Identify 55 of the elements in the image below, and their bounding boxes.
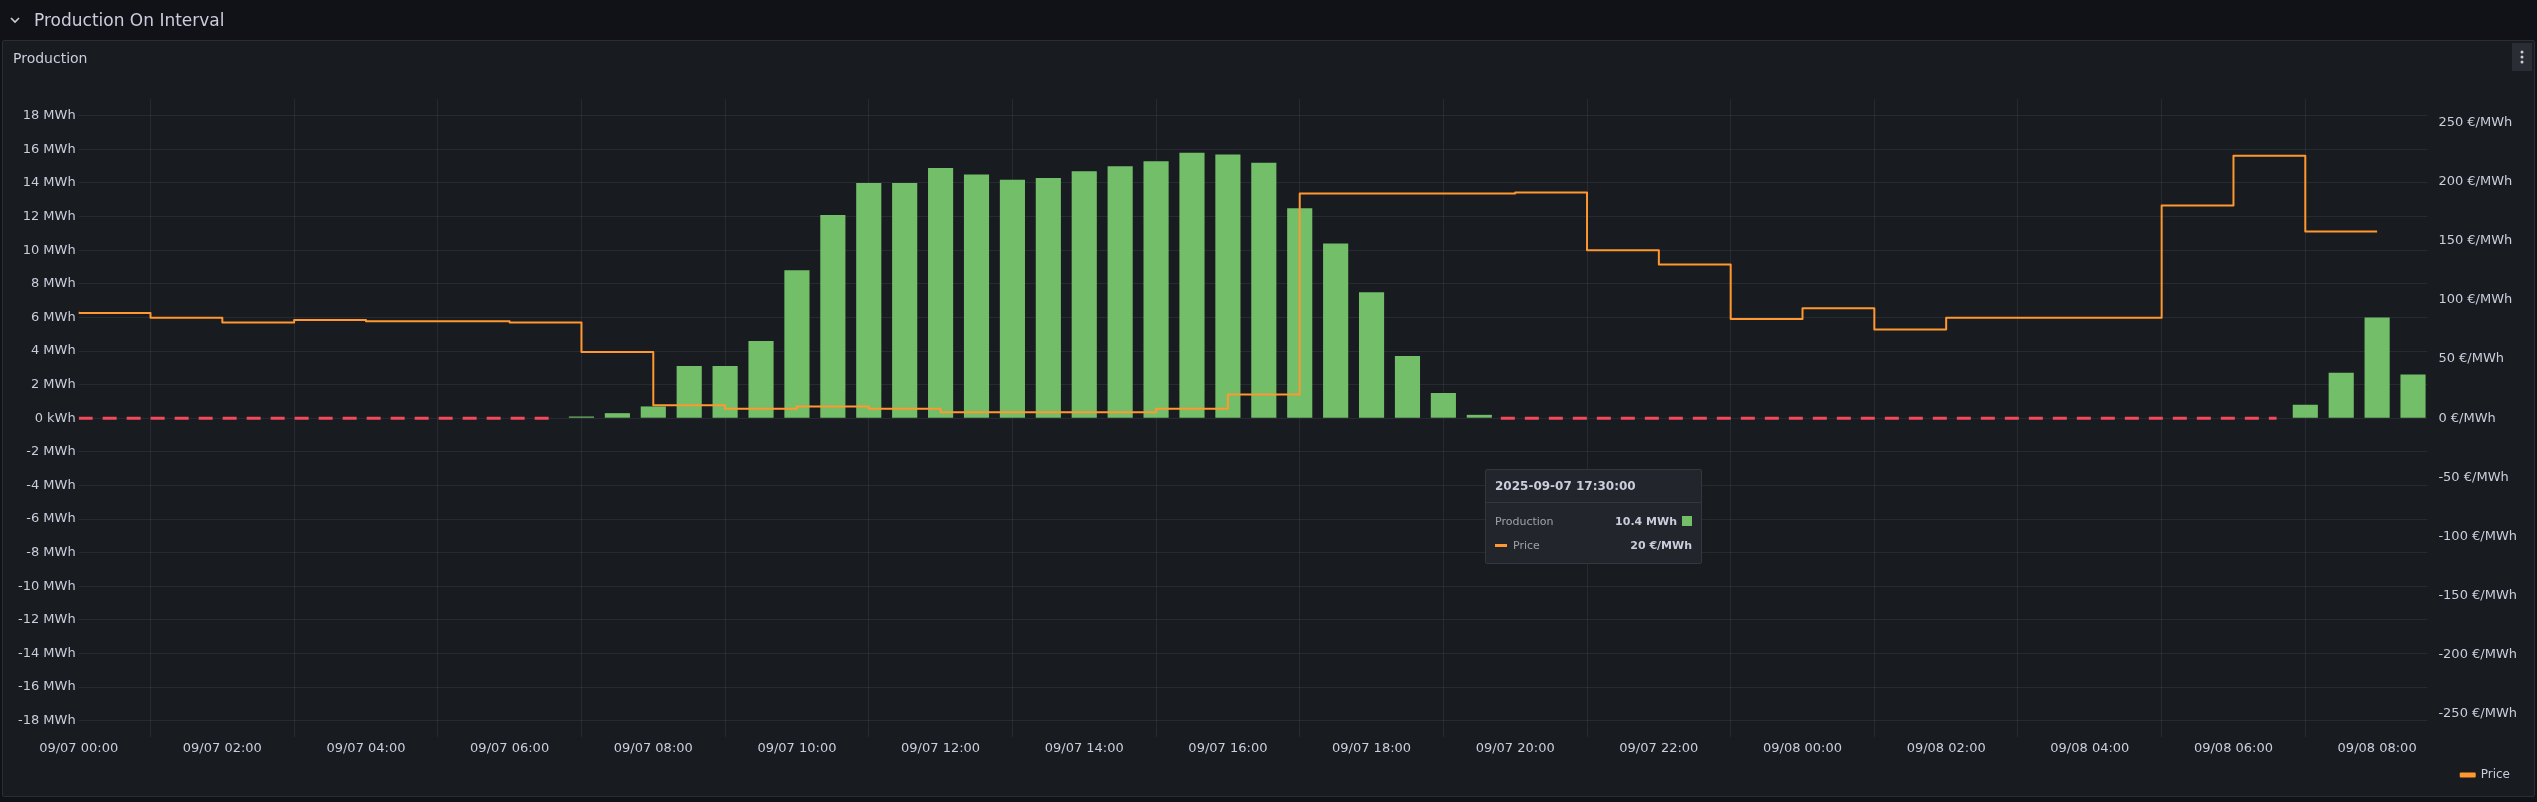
y-tick-label: 14 MWh <box>22 174 76 190</box>
y-tick-label: -4 MWh <box>26 476 76 492</box>
x-tick-label: 09/07 00:00 <box>39 739 119 755</box>
y-tick-label: 18 MWh <box>22 107 76 123</box>
y2-tick-label: 150 €/MWh <box>2438 232 2513 248</box>
y-tick-label: -16 MWh <box>17 678 76 694</box>
y-tick-label: -18 MWh <box>17 711 76 727</box>
annotation: 20 €/MWh <box>1630 538 1692 552</box>
x-tick-label: 09/08 06:00 <box>2193 739 2273 755</box>
annotation: 2025-09-07 17:30:00 <box>1486 470 1701 503</box>
x-tick-label: 09/07 18:00 <box>1332 739 1412 755</box>
y-tick-label: 12 MWh <box>22 207 76 223</box>
x-tick-label: 09/07 08:00 <box>613 739 693 755</box>
legend-label: Price <box>2480 767 2511 782</box>
y2-tick-label: -200 €/MWh <box>2438 646 2518 662</box>
y-tick-label: -2 MWh <box>26 443 76 459</box>
x-tick-label: 09/07 20:00 <box>1475 739 1555 755</box>
y2-tick-label: 50 €/MWh <box>2438 350 2505 366</box>
y2-tick-label: -100 €/MWh <box>2438 527 2518 543</box>
x-tick-label: 09/08 04:00 <box>2050 739 2130 755</box>
x-tick-label: 09/07 14:00 <box>1044 739 1124 755</box>
annotation: Price <box>1513 538 1541 552</box>
y2-tick-label: 0 €/MWh <box>2438 409 2496 425</box>
annotation: 10.4 MWh <box>1615 514 1677 528</box>
x-tick-label: 09/07 06:00 <box>470 739 550 755</box>
y-tick-label: 6 MWh <box>30 308 76 324</box>
y-tick-label: -14 MWh <box>17 644 76 660</box>
y-tick-label: 4 MWh <box>30 342 76 358</box>
y2-tick-label: -50 €/MWh <box>2438 468 2509 484</box>
chart-subtitle: Production <box>13 50 88 66</box>
y-tick-label: 16 MWh <box>22 140 76 156</box>
y2-tick-label: 200 €/MWh <box>2438 173 2513 189</box>
y-tick-label: 0 kWh <box>34 409 76 425</box>
x-tick-label: 09/07 10:00 <box>757 739 837 755</box>
y-tick-label: 8 MWh <box>30 275 76 291</box>
y-tick-label: -10 MWh <box>17 577 76 593</box>
y-tick-label: -12 MWh <box>17 611 76 627</box>
y2-tick-label: -150 €/MWh <box>2438 586 2518 602</box>
x-tick-label: 09/07 02:00 <box>182 739 262 755</box>
x-tick-label: 09/07 16:00 <box>1188 739 1268 755</box>
y2-tick-label: 250 €/MWh <box>2438 114 2513 130</box>
y-tick-label: 10 MWh <box>22 241 76 257</box>
y-tick-label: 2 MWh <box>30 375 76 391</box>
x-tick-label: 09/07 22:00 <box>1619 739 1699 755</box>
x-tick-label: 09/07 12:00 <box>901 739 981 755</box>
y-tick-label: -8 MWh <box>26 543 76 559</box>
x-tick-label: 09/07 04:00 <box>326 739 406 755</box>
y2-tick-label: 100 €/MWh <box>2438 291 2513 307</box>
x-tick-label: 09/08 02:00 <box>1906 739 1986 755</box>
y-tick-label: -6 MWh <box>26 510 76 526</box>
chart-title: Production On Interval <box>34 10 225 30</box>
x-tick-label: 09/08 00:00 <box>1762 739 1843 755</box>
y2-tick-label: -250 €/MWh <box>2438 705 2518 721</box>
x-tick-label: 09/08 08:00 <box>2337 739 2417 755</box>
annotation: Production <box>1495 514 1555 528</box>
